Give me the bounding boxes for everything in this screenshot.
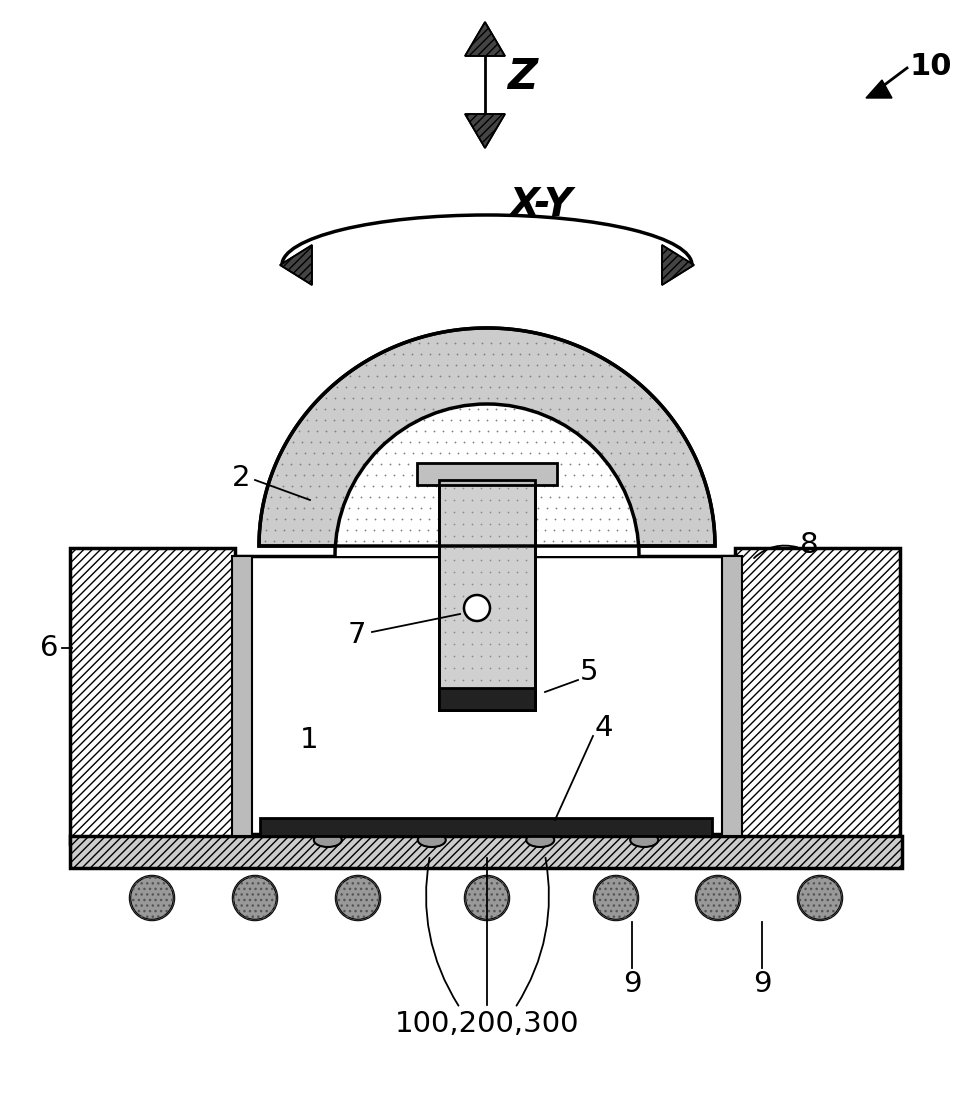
Bar (439, 480, 535, 710)
Text: 7: 7 (348, 621, 366, 649)
Circle shape (696, 876, 739, 920)
Circle shape (463, 594, 489, 621)
Polygon shape (464, 114, 505, 148)
Polygon shape (334, 404, 639, 556)
Circle shape (130, 876, 173, 920)
Ellipse shape (314, 832, 341, 847)
Bar (232, 556, 741, 834)
Bar (417, 463, 556, 485)
Polygon shape (661, 245, 693, 284)
Text: 8: 8 (799, 531, 818, 559)
Text: 1: 1 (299, 726, 318, 754)
Text: Z: Z (507, 56, 537, 99)
Polygon shape (280, 245, 312, 284)
Text: 2: 2 (232, 464, 250, 492)
Ellipse shape (526, 832, 553, 847)
Bar (439, 480, 535, 710)
Bar (260, 818, 711, 836)
Bar (735, 548, 899, 844)
Bar (232, 556, 252, 836)
Text: 6: 6 (40, 634, 58, 662)
Ellipse shape (418, 832, 446, 847)
Polygon shape (464, 22, 505, 56)
Text: 4: 4 (594, 714, 612, 742)
Text: 100,200,300: 100,200,300 (394, 1010, 578, 1038)
Circle shape (233, 876, 277, 920)
Bar (439, 687, 535, 710)
Circle shape (797, 876, 841, 920)
Text: 9: 9 (752, 970, 770, 999)
Text: 5: 5 (579, 658, 598, 686)
Text: X-Y: X-Y (510, 186, 573, 224)
Bar (721, 556, 741, 836)
Text: 9: 9 (622, 970, 641, 999)
Bar (70, 548, 234, 844)
Circle shape (464, 876, 509, 920)
Polygon shape (259, 328, 714, 546)
Circle shape (335, 876, 380, 920)
Polygon shape (865, 80, 891, 99)
Text: 10: 10 (909, 52, 952, 81)
Circle shape (593, 876, 638, 920)
Bar (70, 836, 901, 868)
Ellipse shape (630, 832, 658, 847)
